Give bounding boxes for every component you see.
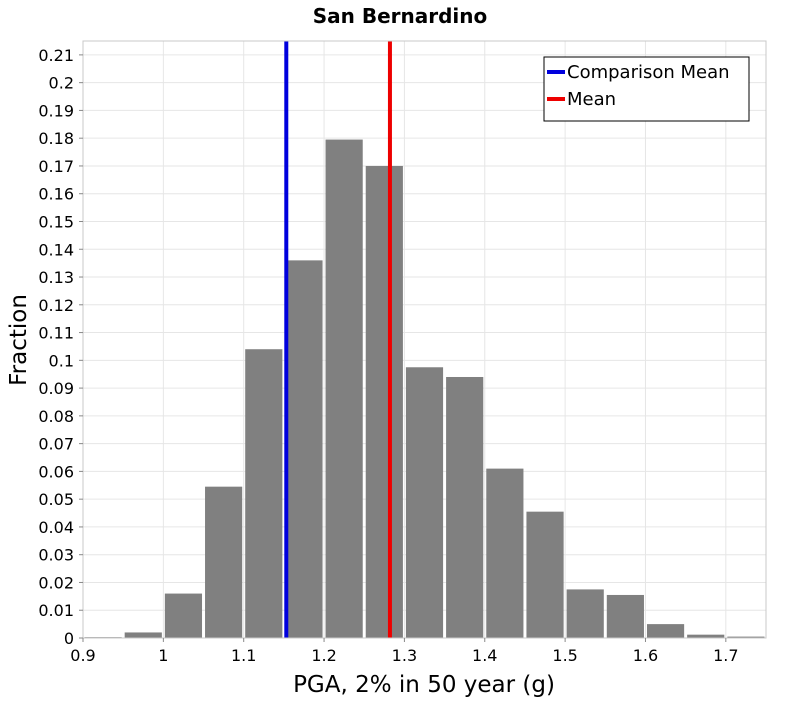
y-tick-label: 0.19 bbox=[38, 101, 74, 120]
legend-box bbox=[543, 56, 750, 122]
legend-label: Comparison Mean bbox=[567, 62, 730, 83]
histogram-bar bbox=[526, 511, 564, 638]
histogram-bar bbox=[124, 632, 162, 638]
x-tick-label: 0.9 bbox=[70, 646, 95, 665]
y-tick-label: 0.14 bbox=[38, 240, 74, 259]
histogram-bar bbox=[646, 624, 685, 638]
y-tick-label: 0.02 bbox=[38, 573, 74, 592]
y-tick-label: 0.21 bbox=[38, 46, 74, 65]
y-tick-label: 0.11 bbox=[38, 324, 74, 343]
x-axis-ticks: 0.9 1 1.1 1.2 1.3 1.4 1.5 1.6 1.7 bbox=[70, 638, 739, 665]
histogram-bar bbox=[606, 594, 644, 638]
histogram-bars bbox=[84, 139, 765, 639]
histogram-bar bbox=[727, 636, 765, 638]
y-tick-label: 0.12 bbox=[38, 296, 74, 315]
y-tick-label: 0.2 bbox=[49, 74, 74, 93]
histogram-bar bbox=[245, 349, 283, 638]
y-tick-label: 0.1 bbox=[49, 351, 74, 370]
histogram-bar bbox=[405, 367, 444, 638]
y-tick-label: 0.16 bbox=[38, 185, 74, 204]
histogram-bar bbox=[486, 468, 524, 638]
y-tick-label: 0.07 bbox=[38, 435, 74, 454]
x-tick-label: 1.1 bbox=[231, 646, 256, 665]
x-tick-label: 1.2 bbox=[311, 646, 336, 665]
y-tick-label: 0.18 bbox=[38, 129, 74, 148]
y-tick-label: 0.13 bbox=[38, 268, 74, 287]
mean-lines bbox=[284, 41, 392, 638]
x-tick-label: 1.5 bbox=[552, 646, 577, 665]
legend-label: Mean bbox=[567, 89, 616, 110]
y-tick-label: 0.04 bbox=[38, 518, 74, 537]
y-tick-label: 0.05 bbox=[38, 490, 74, 509]
y-tick-label: 0 bbox=[64, 629, 74, 648]
histogram-bar bbox=[687, 634, 725, 638]
y-tick-label: 0.17 bbox=[38, 157, 74, 176]
x-tick-label: 1.3 bbox=[392, 646, 417, 665]
x-tick-label: 1.4 bbox=[472, 646, 497, 665]
x-tick-label: 1 bbox=[158, 646, 168, 665]
y-tick-label: 0.15 bbox=[38, 212, 74, 231]
plot-frame bbox=[82, 40, 767, 639]
histogram-bar bbox=[285, 260, 323, 638]
y-tick-label: 0.01 bbox=[38, 601, 74, 620]
x-tick-label: 1.6 bbox=[633, 646, 658, 665]
chart-title: San Bernardino bbox=[313, 4, 488, 28]
x-axis-label: PGA, 2% in 50 year (g) bbox=[293, 672, 555, 698]
histogram-bar bbox=[205, 486, 243, 638]
y-tick-label: 0.08 bbox=[38, 407, 74, 426]
histogram-bar bbox=[566, 589, 604, 638]
y-axis-ticks: 0 0.01 0.02 0.03 0.04 0.05 0.06 0.07 0.08 0.09 0.1… bbox=[38, 46, 83, 648]
histogram-bar bbox=[325, 139, 363, 639]
legend: Comparison Mean Mean bbox=[543, 56, 750, 122]
histogram-bar bbox=[365, 165, 403, 638]
y-tick-label: 0.03 bbox=[38, 546, 74, 565]
y-axis-label: Fraction bbox=[6, 294, 32, 386]
y-tick-label: 0.06 bbox=[38, 462, 74, 481]
y-tick-label: 0.09 bbox=[38, 379, 74, 398]
x-tick-label: 1.7 bbox=[713, 646, 738, 665]
histogram-bar bbox=[446, 376, 484, 638]
histogram-bar bbox=[164, 593, 203, 638]
